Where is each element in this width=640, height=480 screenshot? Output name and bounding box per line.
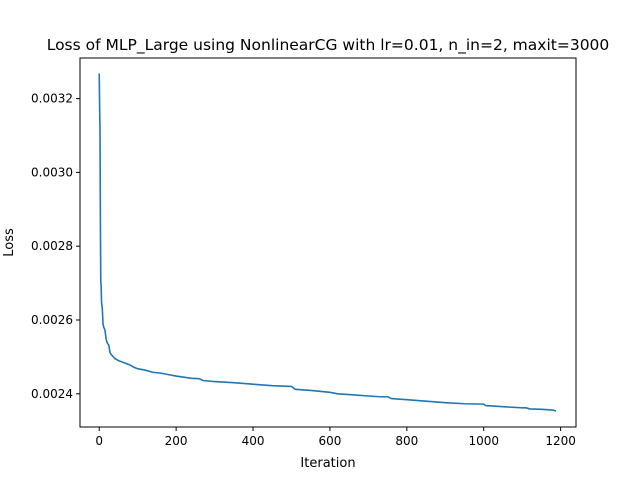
x-tick-label: 1200: [545, 434, 576, 448]
x-tick-label: 1000: [468, 434, 499, 448]
y-tick-label: 0.0024: [31, 387, 73, 401]
y-axis-label: Loss: [2, 228, 17, 257]
x-axis-label: Iteration: [300, 456, 355, 471]
y-tick-label: 0.0026: [31, 313, 73, 327]
chart-title: Loss of MLP_Large using NonlinearCG with…: [47, 36, 610, 55]
y-tick-label: 0.0032: [31, 92, 73, 106]
axes-frame: [79, 57, 577, 428]
y-tick-label: 0.0028: [31, 239, 73, 253]
y-tick-label: 0.0030: [31, 165, 73, 179]
x-tick-label: 400: [242, 434, 265, 448]
x-tick-label: 200: [165, 434, 188, 448]
x-tick-label: 600: [318, 434, 341, 448]
x-tick-label: 0: [95, 434, 103, 448]
loss-series-line: [98, 73, 557, 412]
x-tick-label: 800: [395, 434, 418, 448]
